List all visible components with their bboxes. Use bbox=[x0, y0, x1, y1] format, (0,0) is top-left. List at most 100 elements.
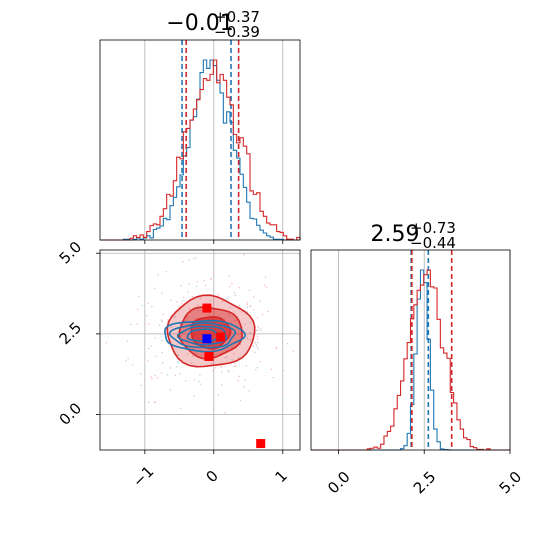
scatter-point bbox=[167, 319, 169, 321]
scatter-point bbox=[193, 258, 195, 260]
scatter-point bbox=[162, 362, 164, 364]
marker-point bbox=[202, 303, 212, 313]
scatter-point bbox=[235, 365, 237, 367]
scatter-point bbox=[147, 302, 149, 304]
scatter-point bbox=[213, 272, 215, 275]
bottom-right-title: 2.59 bbox=[371, 222, 420, 247]
scatter-point bbox=[126, 340, 129, 342]
scatter-point bbox=[220, 366, 223, 368]
scatter-point bbox=[224, 412, 226, 414]
scatter-point bbox=[161, 292, 163, 294]
scatter-point bbox=[228, 315, 230, 317]
scatter-point bbox=[180, 407, 182, 409]
x-tick-label: 0.0 bbox=[324, 468, 354, 498]
scatter-point bbox=[227, 313, 230, 316]
scatter-point bbox=[205, 284, 207, 287]
scatter-point bbox=[228, 296, 230, 299]
blue-contour-level bbox=[186, 328, 221, 343]
scatter-point bbox=[147, 360, 149, 362]
scatter-point bbox=[281, 392, 284, 394]
x-tick-label: 1 bbox=[271, 467, 290, 486]
scatter-point bbox=[227, 371, 230, 373]
scatter-point bbox=[256, 338, 259, 340]
scatter-point bbox=[195, 344, 197, 347]
marker-point bbox=[204, 351, 214, 361]
scatter-point bbox=[197, 304, 199, 306]
scatter-point bbox=[130, 323, 132, 326]
scatter-point bbox=[195, 256, 197, 259]
scatter-point bbox=[239, 399, 242, 402]
blue-contour-level bbox=[163, 319, 247, 353]
scatter-point bbox=[229, 306, 231, 309]
scatter-point bbox=[176, 301, 178, 303]
scatter-point bbox=[182, 300, 184, 302]
scatter-point bbox=[237, 357, 240, 359]
scatter-point bbox=[233, 319, 235, 322]
scatter-point bbox=[197, 380, 200, 382]
scatter-point bbox=[181, 302, 183, 304]
scatter-point bbox=[260, 329, 263, 332]
scatter-point bbox=[199, 374, 201, 376]
scatter-point bbox=[144, 323, 146, 326]
scatter-point bbox=[179, 373, 181, 375]
scatter-point bbox=[249, 339, 252, 341]
scatter-point bbox=[255, 343, 258, 346]
scatter-point bbox=[249, 305, 251, 307]
scatter-point bbox=[211, 362, 213, 365]
marker-point bbox=[202, 334, 212, 344]
scatter-point bbox=[160, 319, 163, 321]
scatter-point bbox=[256, 366, 259, 369]
scatter-point bbox=[195, 353, 197, 355]
scatter-point bbox=[238, 286, 240, 289]
scatter-point bbox=[131, 364, 134, 366]
scatter-point bbox=[166, 374, 169, 376]
scatter-point bbox=[253, 296, 255, 298]
top-left-title-minus: −0.39 bbox=[214, 23, 260, 41]
scatter-point bbox=[221, 300, 224, 303]
scatter-point bbox=[254, 341, 257, 344]
scatter-point bbox=[244, 323, 246, 326]
scatter-point bbox=[212, 369, 214, 372]
scatter-point bbox=[217, 294, 219, 296]
scatter-point bbox=[233, 292, 236, 294]
scatter-point bbox=[199, 383, 202, 385]
scatter-point bbox=[192, 355, 194, 357]
scatter-point bbox=[257, 326, 259, 328]
scatter-point bbox=[148, 347, 150, 350]
scatter-point bbox=[253, 309, 255, 311]
scatter-point bbox=[162, 313, 165, 315]
bottom-right-title-minus: −0.44 bbox=[410, 234, 456, 252]
scatter-point bbox=[286, 343, 289, 345]
scatter-point bbox=[210, 278, 213, 280]
scatter-point bbox=[141, 304, 143, 307]
x-tick-label: 0 bbox=[203, 467, 222, 486]
bottom-right-title-plus: +0.73 bbox=[410, 219, 456, 237]
scatter-point bbox=[185, 342, 188, 344]
scatter-point bbox=[214, 367, 217, 369]
scatter-point bbox=[153, 401, 156, 404]
scatter-point bbox=[188, 259, 190, 261]
scatter-point bbox=[188, 308, 190, 310]
y-tick-label: 5.0 bbox=[56, 238, 86, 268]
scatter-point bbox=[254, 352, 256, 354]
scatter-point bbox=[248, 289, 250, 292]
scatter-point bbox=[249, 331, 251, 334]
scatter-point bbox=[183, 296, 185, 299]
title-value: 2.59 bbox=[371, 222, 420, 247]
scatter-point bbox=[256, 346, 258, 348]
scatter-point bbox=[257, 348, 259, 350]
scatter-point bbox=[203, 279, 205, 282]
scatter-point bbox=[151, 305, 153, 308]
scatter-point bbox=[193, 395, 195, 397]
scatter-point bbox=[292, 350, 295, 352]
scatter-point bbox=[246, 306, 249, 309]
scatter-point bbox=[233, 352, 235, 355]
scatter-point bbox=[241, 311, 243, 313]
scatter-point bbox=[228, 275, 230, 277]
scatter-point bbox=[220, 371, 223, 373]
scatter-point bbox=[140, 384, 142, 387]
top-left-title: −0.01 bbox=[166, 11, 233, 36]
scatter-point bbox=[165, 271, 167, 273]
scatter-point bbox=[150, 345, 152, 347]
scatter-point bbox=[154, 337, 156, 339]
